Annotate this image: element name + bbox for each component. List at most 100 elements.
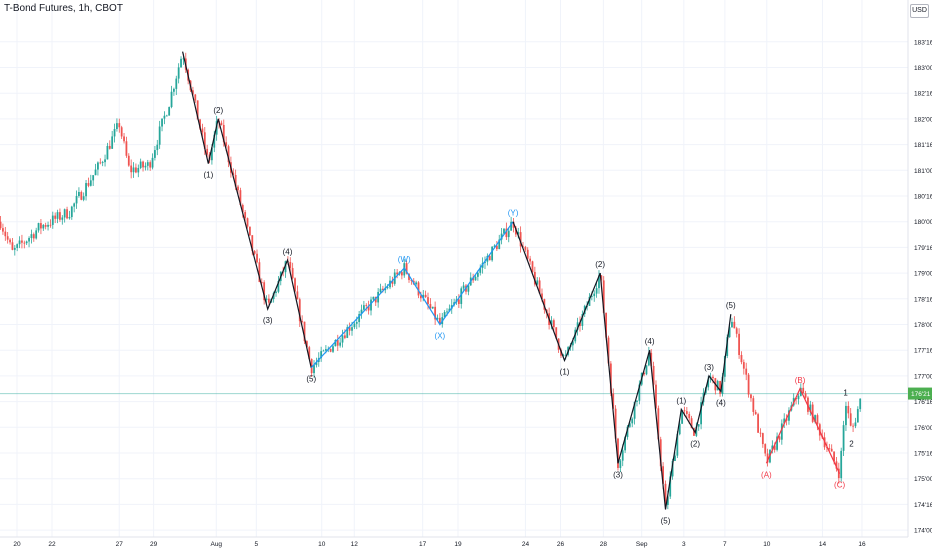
x-tick-label: 27 — [116, 541, 124, 548]
wave-labels: (1) (2) (3) (4) (5) (W) (X) (Y) (1) (2) (3) (4) (5) (… — [203, 106, 854, 526]
candle-body — [716, 381, 719, 391]
candle-body — [232, 172, 235, 175]
candle-body — [296, 291, 299, 300]
candle-body — [633, 401, 636, 419]
currency-badge[interactable]: USD — [910, 4, 929, 18]
candle-body — [260, 282, 263, 283]
candle-body — [842, 425, 845, 451]
candle-body — [78, 191, 80, 196]
candle-body — [206, 148, 209, 155]
wave-line — [512, 221, 732, 510]
candle-body — [13, 247, 16, 250]
candle-body — [334, 339, 337, 347]
wave-label: (5) — [726, 301, 736, 310]
candle-body — [201, 128, 204, 133]
wave-label: (C) — [834, 481, 845, 490]
candle-body — [688, 413, 691, 419]
candle-body — [674, 455, 676, 461]
candle-body — [351, 327, 353, 331]
x-tick-label: 5 — [255, 541, 259, 548]
candle-body — [683, 410, 686, 412]
candle-body — [621, 450, 624, 461]
candle-body — [144, 165, 147, 168]
candle-body — [514, 227, 517, 235]
candle-body — [70, 206, 73, 218]
candle-body — [759, 432, 762, 434]
candle-body — [524, 246, 527, 250]
x-tick-label: 12 — [351, 541, 359, 548]
x-tick-label: 24 — [522, 541, 530, 548]
x-tick-label: 3 — [682, 541, 686, 548]
candle-body — [343, 335, 346, 338]
candle-body — [125, 141, 128, 156]
wave-label: (1) — [560, 367, 570, 376]
candle-body — [44, 225, 47, 227]
y-tick-label: 182'00 — [914, 116, 932, 123]
candle-body — [740, 354, 743, 363]
candle-body — [182, 58, 185, 60]
candle-body — [538, 280, 541, 294]
candle-body — [712, 376, 714, 379]
candle-body — [859, 398, 862, 410]
candle-body — [11, 242, 14, 250]
candle-body — [379, 288, 382, 292]
candle-body — [116, 123, 118, 129]
candle-body — [652, 365, 655, 385]
candle-body — [562, 355, 565, 357]
candle-body — [165, 115, 168, 117]
candle-body — [474, 276, 477, 281]
wave-line — [765, 387, 841, 474]
elliott-waves — [182, 51, 841, 510]
candle-body — [840, 450, 843, 479]
candle-body — [602, 280, 605, 313]
time-scale: 20 22 27 29 Aug 5 10 12 17 19 24 26 28 Sep 3 7 10 14 16 — [13, 541, 866, 548]
x-tick-label: 16 — [858, 541, 866, 548]
candle-body — [120, 127, 123, 137]
wave-label: 2 — [849, 439, 854, 448]
candle-body — [541, 293, 543, 300]
candle-body — [678, 423, 681, 435]
candle-body — [21, 240, 23, 243]
candle-body — [849, 413, 852, 426]
candle-body — [581, 314, 584, 326]
wave-label: (4) — [716, 398, 726, 407]
candle-body — [847, 405, 850, 414]
candle-body — [707, 379, 710, 388]
y-tick-label: 182'16 — [914, 91, 932, 98]
candle-body — [253, 251, 256, 254]
wave-label: (1) — [676, 396, 686, 405]
x-tick-label: 28 — [600, 541, 608, 548]
y-tick-label: 176'16 — [914, 399, 932, 406]
candle-body — [811, 404, 814, 422]
candle-body — [419, 295, 422, 299]
candle-body — [681, 410, 683, 424]
candle-body — [552, 320, 555, 328]
candle-body — [42, 225, 45, 229]
candle-body — [852, 425, 854, 427]
candle-body — [424, 294, 427, 298]
candle-body — [28, 238, 30, 242]
wave-label: (2) — [213, 106, 223, 115]
y-tick-label: 176'00 — [914, 425, 932, 432]
candle-body — [600, 275, 603, 281]
candle-body — [256, 253, 258, 263]
candle-body — [284, 261, 287, 273]
candle-body — [802, 387, 805, 394]
candle-body — [498, 239, 501, 250]
candle-body — [752, 398, 755, 412]
candle-body — [643, 372, 645, 375]
candle-body — [294, 278, 296, 292]
candle-body — [462, 285, 465, 289]
candle-body — [491, 246, 494, 261]
candle-body — [783, 418, 786, 424]
candle-body — [56, 212, 59, 219]
candle-body — [400, 272, 403, 276]
candle-body — [526, 249, 529, 259]
candle-body — [49, 224, 52, 226]
candle-body — [362, 305, 365, 310]
candle-body — [728, 327, 731, 338]
candle-body — [365, 305, 368, 306]
candle-body — [576, 322, 579, 330]
wave-line — [310, 221, 514, 369]
